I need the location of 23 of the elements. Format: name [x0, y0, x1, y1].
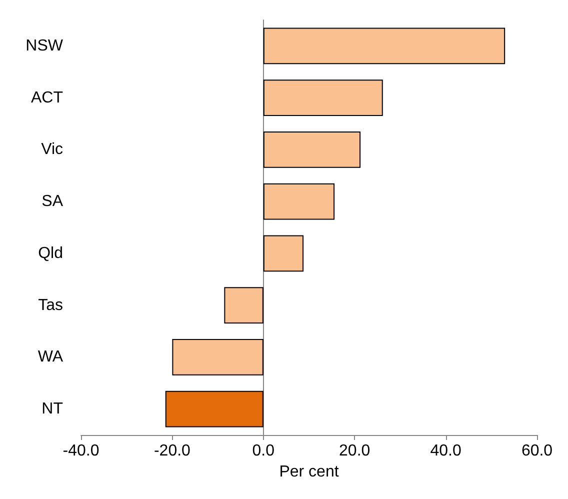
x-tick-label: 40.0 — [430, 442, 462, 460]
bar — [165, 390, 264, 428]
x-tick-label: -40.0 — [62, 442, 100, 460]
bar — [172, 339, 264, 376]
x-axis-title: Per cent — [279, 463, 340, 480]
y-tick-label: Tas — [38, 296, 63, 314]
x-tick-label: 0.0 — [252, 442, 275, 460]
y-tick-label: SA — [42, 193, 64, 210]
y-tick-label: Vic — [41, 141, 63, 158]
bar — [224, 287, 264, 324]
bar — [263, 183, 335, 220]
y-tick-label: NSW — [26, 37, 64, 54]
bar — [263, 235, 304, 272]
bar — [263, 80, 383, 116]
bar — [263, 28, 506, 64]
y-tick-label: Qld — [38, 244, 63, 262]
x-tick-label: 60.0 — [521, 442, 553, 460]
y-tick-label: ACT — [31, 89, 64, 106]
bar — [263, 132, 361, 168]
y-tick-label: WA — [38, 348, 64, 366]
x-tick-label: 20.0 — [339, 442, 370, 460]
y-tick-label: NT — [42, 400, 64, 418]
x-tick-label: -20.0 — [154, 442, 191, 460]
